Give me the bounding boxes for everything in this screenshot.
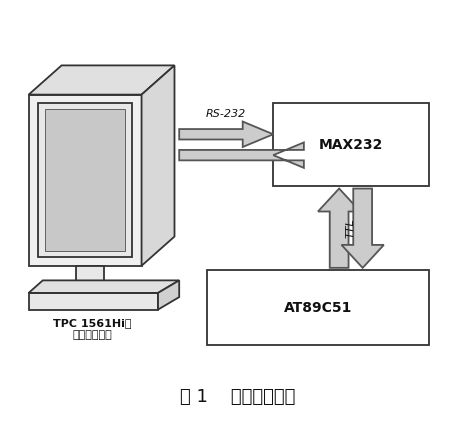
Polygon shape <box>29 293 158 310</box>
Polygon shape <box>76 266 104 295</box>
Polygon shape <box>341 189 384 268</box>
Text: 嵌入式显示器: 嵌入式显示器 <box>72 330 112 341</box>
Text: TPC 1561Hi型: TPC 1561Hi型 <box>53 318 131 328</box>
Text: AT89C51: AT89C51 <box>284 300 352 315</box>
Polygon shape <box>45 109 125 251</box>
Polygon shape <box>38 103 132 258</box>
Text: MAX232: MAX232 <box>319 138 383 152</box>
FancyBboxPatch shape <box>273 103 428 187</box>
Text: 图 1    系统硬件框图: 图 1 系统硬件框图 <box>180 387 296 406</box>
Polygon shape <box>29 95 141 266</box>
Text: TTL: TTL <box>346 218 356 238</box>
Text: RS-232: RS-232 <box>206 109 247 119</box>
Polygon shape <box>29 66 175 95</box>
Polygon shape <box>318 189 360 268</box>
Polygon shape <box>179 143 304 168</box>
Polygon shape <box>179 121 273 147</box>
FancyBboxPatch shape <box>208 270 428 345</box>
Polygon shape <box>29 280 179 293</box>
Polygon shape <box>158 280 179 310</box>
Polygon shape <box>141 66 175 266</box>
